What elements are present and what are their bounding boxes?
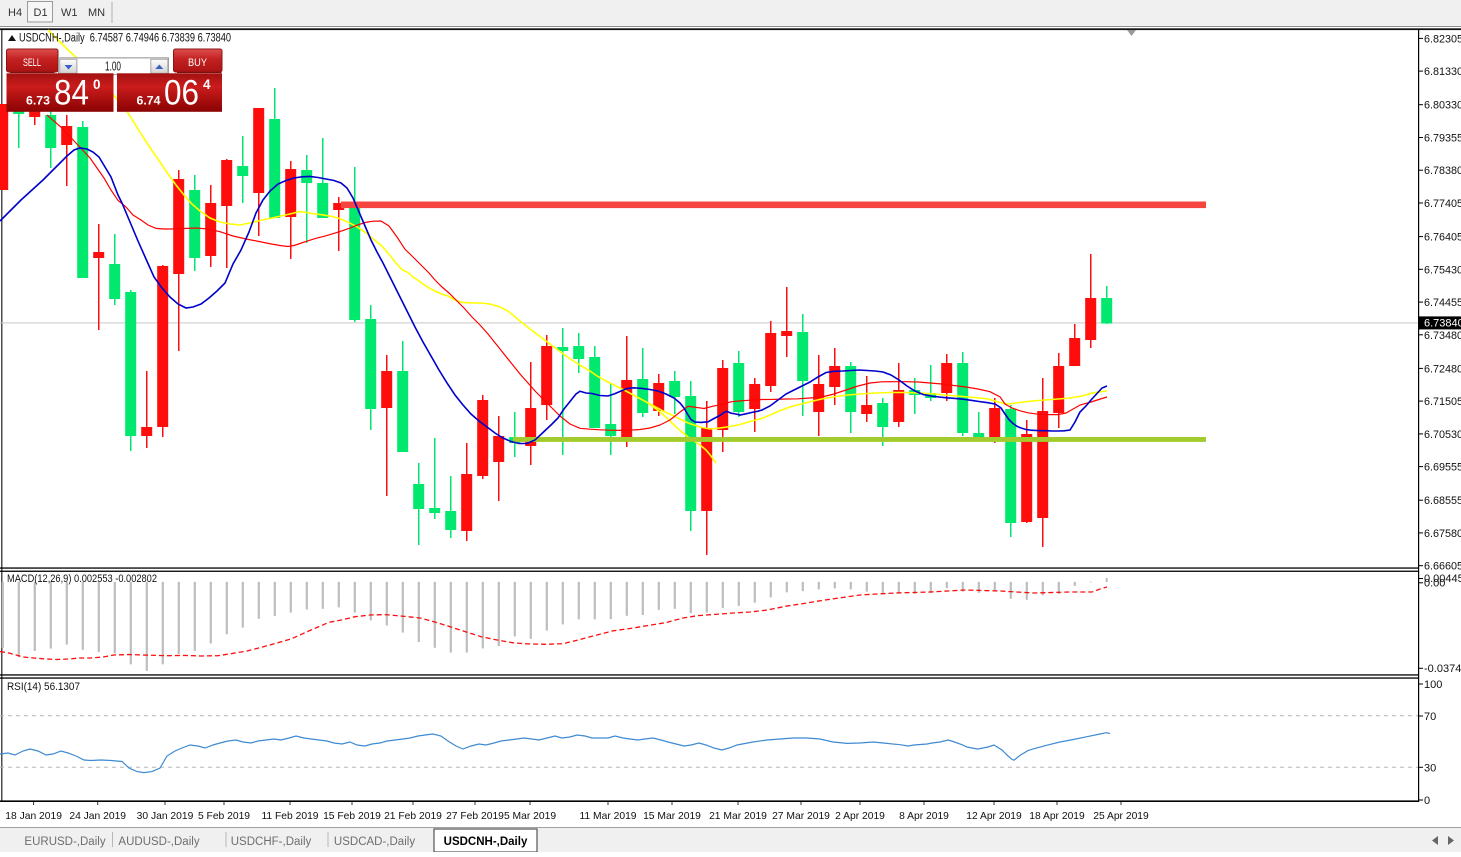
svg-text:8 Apr 2019: 8 Apr 2019 <box>899 811 949 822</box>
svg-text:6.76405: 6.76405 <box>1424 232 1461 244</box>
svg-text:6.68555: 6.68555 <box>1424 495 1461 507</box>
svg-text:USDCNH-,Daily: USDCNH-,Daily <box>444 836 528 848</box>
svg-text:6.75430: 6.75430 <box>1424 264 1461 276</box>
svg-text:5 Feb 2019: 5 Feb 2019 <box>198 811 250 822</box>
svg-text:0: 0 <box>93 77 101 92</box>
svg-text:21 Mar 2019: 21 Mar 2019 <box>709 811 767 822</box>
svg-text:H4: H4 <box>8 7 22 19</box>
svg-text:27 Mar 2019: 27 Mar 2019 <box>772 811 830 822</box>
svg-text:30: 30 <box>1424 762 1436 774</box>
svg-text:6.78380: 6.78380 <box>1424 165 1461 177</box>
svg-text:USDCHF-,Daily: USDCHF-,Daily <box>231 836 312 848</box>
svg-text:6.80330: 6.80330 <box>1424 100 1461 112</box>
svg-text:4: 4 <box>203 77 211 92</box>
svg-text:12 Apr 2019: 12 Apr 2019 <box>966 811 1022 822</box>
svg-text:USDCNH-,Daily 6.74587 6.74946: USDCNH-,Daily 6.74587 6.74946 6.73839 6.… <box>19 33 231 45</box>
svg-text:11 Feb 2019: 11 Feb 2019 <box>261 811 318 822</box>
svg-text:21 Feb 2019: 21 Feb 2019 <box>384 811 442 822</box>
svg-text:30 Jan 2019: 30 Jan 2019 <box>137 811 194 822</box>
svg-text:EURUSD-,Daily: EURUSD-,Daily <box>24 836 105 848</box>
svg-text:SELL: SELL <box>23 57 41 69</box>
svg-text:6.69555: 6.69555 <box>1424 462 1461 474</box>
svg-text:100: 100 <box>1424 679 1442 691</box>
svg-text:27 Feb 2019: 27 Feb 2019 <box>446 811 504 822</box>
svg-text:6.67580: 6.67580 <box>1424 528 1461 540</box>
svg-text:6.73480: 6.73480 <box>1424 330 1461 342</box>
svg-text:AUDUSD-,Daily: AUDUSD-,Daily <box>118 836 199 848</box>
svg-text:11 Mar 2019: 11 Mar 2019 <box>579 811 636 822</box>
svg-text:24 Jan 2019: 24 Jan 2019 <box>69 811 126 822</box>
svg-text:15 Feb 2019: 15 Feb 2019 <box>323 811 381 822</box>
svg-text:6.74: 6.74 <box>137 96 162 108</box>
svg-text:2 Apr 2019: 2 Apr 2019 <box>835 811 885 822</box>
svg-text:6.81330: 6.81330 <box>1424 66 1461 78</box>
svg-text:84: 84 <box>54 74 89 113</box>
svg-text:6.77405: 6.77405 <box>1424 198 1461 210</box>
svg-text:0: 0 <box>1424 795 1430 807</box>
svg-text:6.79355: 6.79355 <box>1424 133 1461 145</box>
svg-text:W1: W1 <box>61 7 78 19</box>
svg-text:6.72480: 6.72480 <box>1424 363 1461 375</box>
svg-text:5 Mar 2019: 5 Mar 2019 <box>504 811 556 822</box>
svg-text:6.73840: 6.73840 <box>1424 318 1461 330</box>
svg-text:6.74455: 6.74455 <box>1424 297 1461 309</box>
svg-text:6.71505: 6.71505 <box>1424 396 1461 408</box>
svg-text:1.00: 1.00 <box>105 60 121 74</box>
svg-text:MACD(12,26,9) 0.002553 -0.0028: MACD(12,26,9) 0.002553 -0.002802 <box>7 573 157 585</box>
svg-text:6.82305: 6.82305 <box>1424 33 1461 45</box>
svg-text:D1: D1 <box>34 7 48 19</box>
svg-text:70: 70 <box>1424 711 1436 723</box>
svg-text:25 Apr 2019: 25 Apr 2019 <box>1093 811 1149 822</box>
svg-text:06: 06 <box>164 74 199 113</box>
svg-text:6.73: 6.73 <box>26 96 50 108</box>
svg-text:6.70530: 6.70530 <box>1424 429 1461 441</box>
svg-text:BUY: BUY <box>188 57 208 69</box>
svg-text:0.00: 0.00 <box>1424 578 1445 590</box>
svg-text:-0.037475: -0.037475 <box>1424 663 1461 675</box>
svg-text:18 Apr 2019: 18 Apr 2019 <box>1029 811 1085 822</box>
svg-text:18 Jan 2019: 18 Jan 2019 <box>5 811 62 822</box>
svg-text:USDCAD-,Daily: USDCAD-,Daily <box>334 836 415 848</box>
svg-text:0.004459: 0.004459 <box>1424 573 1461 585</box>
svg-text:RSI(14) 56.1307: RSI(14) 56.1307 <box>7 681 80 693</box>
svg-text:6.66605: 6.66605 <box>1424 561 1461 573</box>
svg-text:15 Mar 2019: 15 Mar 2019 <box>643 811 701 822</box>
svg-text:MN: MN <box>88 7 105 19</box>
